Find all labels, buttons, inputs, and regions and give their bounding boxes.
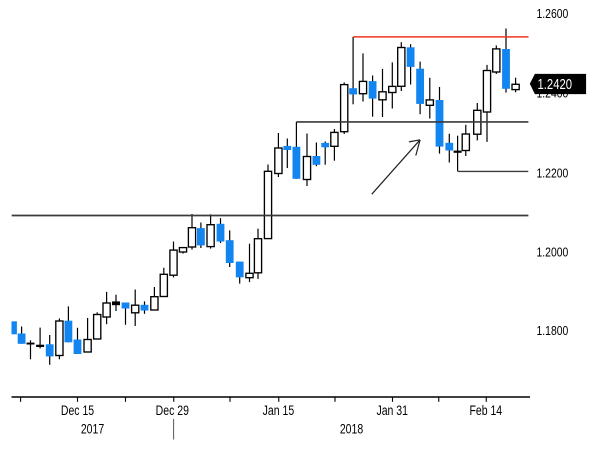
svg-text:2018: 2018 bbox=[340, 421, 363, 437]
svg-text:1.2600: 1.2600 bbox=[537, 7, 569, 21]
svg-text:Jan 15: Jan 15 bbox=[263, 403, 295, 419]
svg-text:1.2420: 1.2420 bbox=[538, 76, 573, 93]
svg-text:Jan 31: Jan 31 bbox=[376, 403, 408, 419]
svg-text:1.1800: 1.1800 bbox=[537, 324, 569, 338]
svg-text:1.2200: 1.2200 bbox=[537, 166, 569, 180]
svg-text:Dec 15: Dec 15 bbox=[61, 403, 94, 419]
svg-text:1.2000: 1.2000 bbox=[537, 245, 569, 259]
svg-text:Dec 29: Dec 29 bbox=[156, 403, 189, 419]
svg-text:Feb 14: Feb 14 bbox=[469, 403, 502, 419]
svg-text:2017: 2017 bbox=[81, 421, 104, 437]
